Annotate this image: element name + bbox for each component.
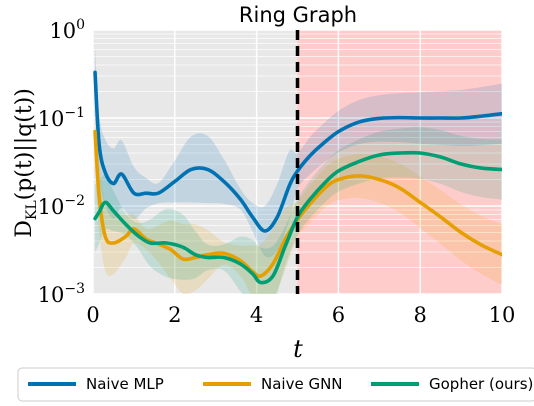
y-tick-exponent: −3 [64, 281, 85, 297]
x-tick-label: 6 [332, 303, 345, 327]
region-extrapolation [297, 30, 502, 294]
x-tick-label: 0 [86, 303, 99, 327]
y-tick-label: 100 [49, 17, 85, 43]
y-tick-base: 10 [38, 195, 65, 219]
x-tick-label: 10 [489, 303, 516, 327]
y-tick-base: 10 [38, 107, 65, 131]
y-tick-exponent: −1 [64, 105, 85, 121]
y-axis-label-sub: KL [24, 200, 40, 220]
series-line-0 [93, 70, 502, 233]
x-tick-label: 4 [250, 303, 263, 327]
y-tick-base: 10 [38, 283, 65, 307]
y-axis-label: DKL(p(t)||q(t)) [12, 88, 40, 238]
legend-label-1: Naive GNN [261, 375, 343, 393]
band-1 [95, 97, 502, 294]
band-0 [95, 46, 502, 258]
y-tick-label: 10−1 [38, 105, 85, 131]
y-tick-exponent: −2 [64, 193, 85, 209]
legend-box [17, 367, 534, 402]
series-line-2 [93, 150, 502, 285]
plot-area [92, 29, 503, 295]
y-axis-label-rest: (p(t)||q(t)) [12, 88, 37, 200]
chart-title: Ring Graph [239, 3, 357, 27]
x-axis-ticks: 0 2 4 6 8 10 [86, 303, 515, 327]
y-tick-label: 10−3 [38, 281, 85, 307]
series-lines [93, 70, 502, 285]
y-axis-label-main: D [12, 220, 37, 238]
x-tick-label: 2 [168, 303, 181, 327]
x-tick-label: 8 [414, 303, 427, 327]
legend-label-0: Naive MLP [86, 375, 164, 393]
y-tick-exponent: 0 [76, 17, 85, 33]
x-axis-label: t [293, 335, 303, 363]
y-tick-base: 10 [49, 19, 76, 43]
legend-label-2: Gopher (ours) [429, 375, 533, 393]
legend: Naive MLP Naive GNN Gopher (ours) [17, 367, 534, 402]
y-tick-label: 10−2 [38, 193, 85, 219]
region-in-distribution [93, 30, 298, 294]
